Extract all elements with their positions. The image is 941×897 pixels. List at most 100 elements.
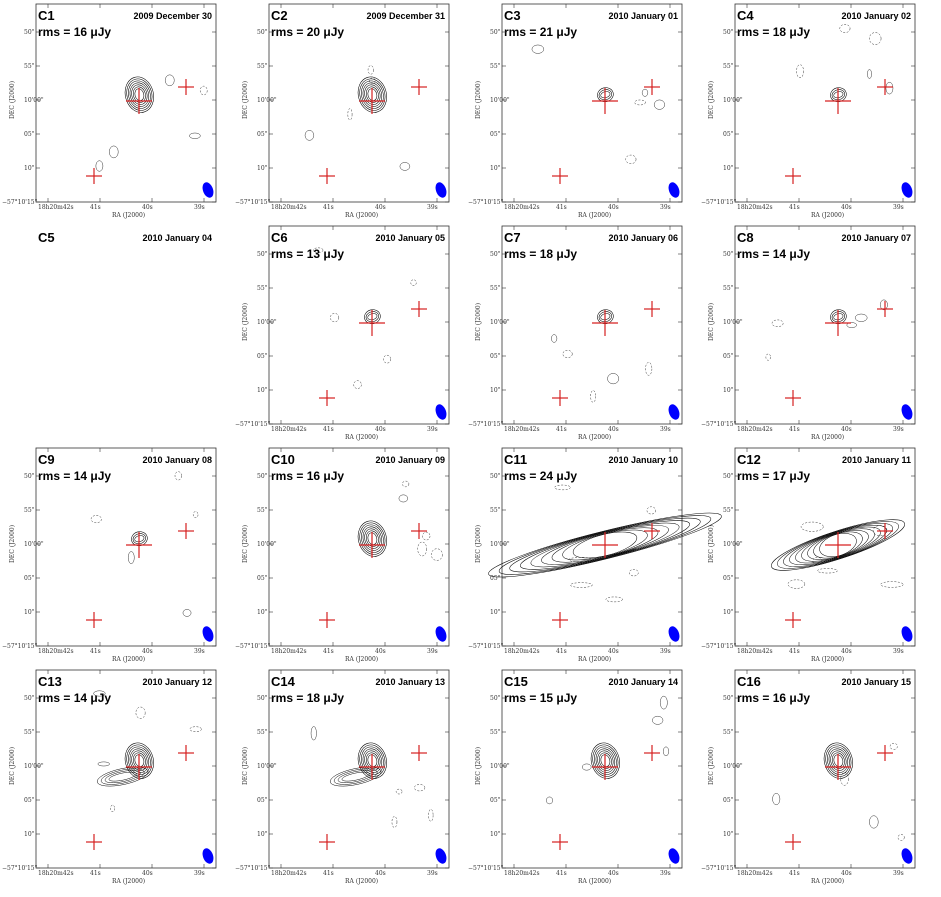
epoch-date: 2010 January 09 [375,455,445,465]
noise-contour [590,390,596,403]
jet-contour [572,531,638,559]
source-contour [357,76,387,113]
x-tick-label: 40s [142,870,153,877]
noise-contour [889,743,898,750]
x-axis-label: RA (J2000) [345,212,379,219]
reference-cross-b [552,390,568,406]
map-frame [35,3,217,203]
y-tick-label: 05" [257,353,268,360]
noise-contour [800,521,824,532]
map-canvas [35,669,217,869]
x-axis-label: RA (J2000) [811,212,845,219]
rms-label: rms = 18 μJy [504,247,578,261]
noise-contour [414,784,426,792]
x-tick-label: 18h20m42s [737,648,773,655]
map-panel-c5: C5 2010 January 04 [4,224,229,439]
source-contour [590,742,620,779]
map-panel-c16: C16 2010 January 15 rms = 16 μJy 18h20m42s 4… [701,668,928,885]
beam-ellipse [901,182,913,198]
x-tick-label: 40s [841,648,852,655]
x-tick-label: 39s [194,870,205,877]
source-contour [361,524,384,553]
panel-label: C5 [38,230,55,245]
map-frame [734,447,916,647]
map-panel-c11: C11 2010 January 10 rms = 24 μJy 18h20m42s 4… [468,446,722,663]
x-tick-label: 18h20m42s [737,204,773,211]
noise-contour [568,557,593,563]
panel-label: C9 [38,452,55,467]
y-tick-label: 10'00" [24,541,44,548]
y-tick-label: −57°10'15" [701,199,737,206]
source-contour [124,742,154,779]
x-tick-label: 41s [789,648,800,655]
epoch-date: 2010 January 12 [142,677,212,687]
y-tick-label: 55" [490,63,501,70]
reference-cross-b [785,612,801,628]
source-contour [831,311,845,323]
y-tick-label: 10" [490,165,501,172]
y-tick-label: 50" [723,251,734,258]
x-tick-label: 18h20m42s [271,204,307,211]
jet-contour [777,521,899,569]
source-contour [365,752,379,769]
extended-contour [329,766,382,787]
source-contour [359,78,386,111]
noise-contour [109,145,119,159]
map-canvas [268,447,450,647]
map-frame [501,669,683,869]
source-contour [362,748,383,773]
target-position-cross [126,88,152,114]
x-tick-label: 18h20m42s [504,870,540,877]
beam-ellipse [435,626,447,642]
noise-contour [772,793,781,805]
x-tick-label: 40s [142,648,153,655]
map-frame [501,3,683,203]
rms-label: rms = 18 μJy [737,25,811,39]
noise-contour [398,494,408,503]
noise-contour [634,99,646,106]
map-panel-c14: C14 2010 January 13 rms = 18 μJy 18h20m42s 4… [235,668,462,885]
y-tick-label: 10'00" [257,541,277,548]
x-tick-label: 40s [375,426,386,433]
y-tick-label: 05" [723,131,734,138]
source-contour [364,528,381,549]
epoch-date: 2009 December 30 [133,11,212,21]
contour-group [95,74,208,172]
contour-group [357,480,443,561]
contour-group [312,247,417,389]
noise-contour [182,609,192,617]
x-tick-label: 40s [841,426,852,433]
x-tick-label: 41s [789,870,800,877]
x-tick-label: 18h20m42s [504,426,540,433]
x-axis-label: RA (J2000) [578,212,612,219]
y-axis-label: DEC (J2000) [475,302,482,341]
x-tick-label: 18h20m42s [271,648,307,655]
y-tick-label: 50" [723,473,734,480]
noise-contour [369,77,376,84]
panel-label: C14 [271,674,295,689]
source-contour [359,744,386,777]
noise-contour [399,162,411,171]
map-canvas [501,669,683,869]
y-tick-label: 50" [490,695,501,702]
x-axis-label: RA (J2000) [112,656,146,663]
target-position-cross [126,754,152,780]
x-tick-label: 39s [893,426,904,433]
noise-contour [93,690,106,697]
y-axis-label: DEC (J2000) [708,746,715,785]
reference-cross-b [319,168,335,184]
map-canvas [268,225,450,425]
noise-contour [570,582,593,588]
reference-cross-b [319,612,335,628]
noise-contour [164,74,175,87]
beam-ellipse [901,626,913,642]
y-tick-label: −57°10'15" [235,199,271,206]
jet-contour [488,512,722,578]
noise-contour [367,65,374,75]
map-panel-c4: C4 2010 January 02 rms = 18 μJy 18h20m42s 41… [701,2,928,219]
y-tick-label: −57°10'15" [2,643,38,650]
noise-contour [869,32,882,45]
panel-label: C2 [271,8,288,23]
noise-contour [546,796,553,805]
y-tick-label: 05" [490,575,501,582]
